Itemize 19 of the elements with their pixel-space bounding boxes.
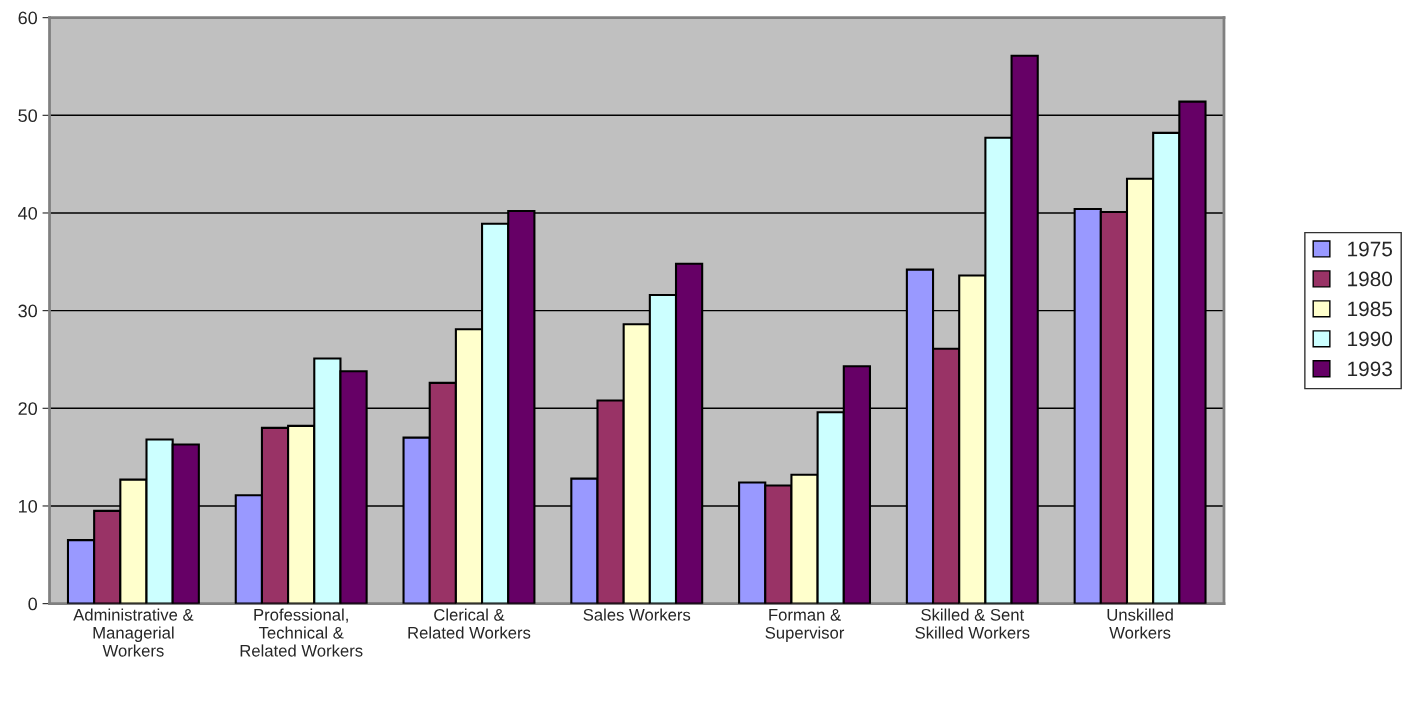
legend-label: 1993 [1348, 361, 1392, 377]
y-tick-label: 50 [18, 109, 38, 123]
legend-label: 1985 [1348, 301, 1392, 317]
legend-label: 1990 [1348, 331, 1393, 347]
y-tick-label: 10 [19, 499, 38, 513]
y-tick-label: 20 [18, 402, 38, 416]
y-tick-label: 40 [18, 206, 38, 220]
legend-label: 1975 [1348, 241, 1392, 257]
legend-label: 1980 [1348, 271, 1393, 287]
x-tick-label: Sales Workers [583, 608, 691, 621]
y-tick-label: 60 [18, 11, 38, 25]
x-tick-label: Clerical & Related Workers [408, 608, 531, 639]
y-tick-label: 0 [28, 597, 38, 611]
x-tick-label: Unskilled Workers [1107, 608, 1173, 639]
y-tick-label: 30 [18, 304, 38, 318]
x-tick-label: Forman & Supervisor [765, 609, 845, 642]
x-tick-label: Skilled & Sent Skilled Workers [915, 608, 1030, 639]
x-tick-label: Administrative & Managerial Workers [73, 608, 194, 657]
x-tick-label: Professional, Technical & Related Workers [240, 608, 363, 657]
